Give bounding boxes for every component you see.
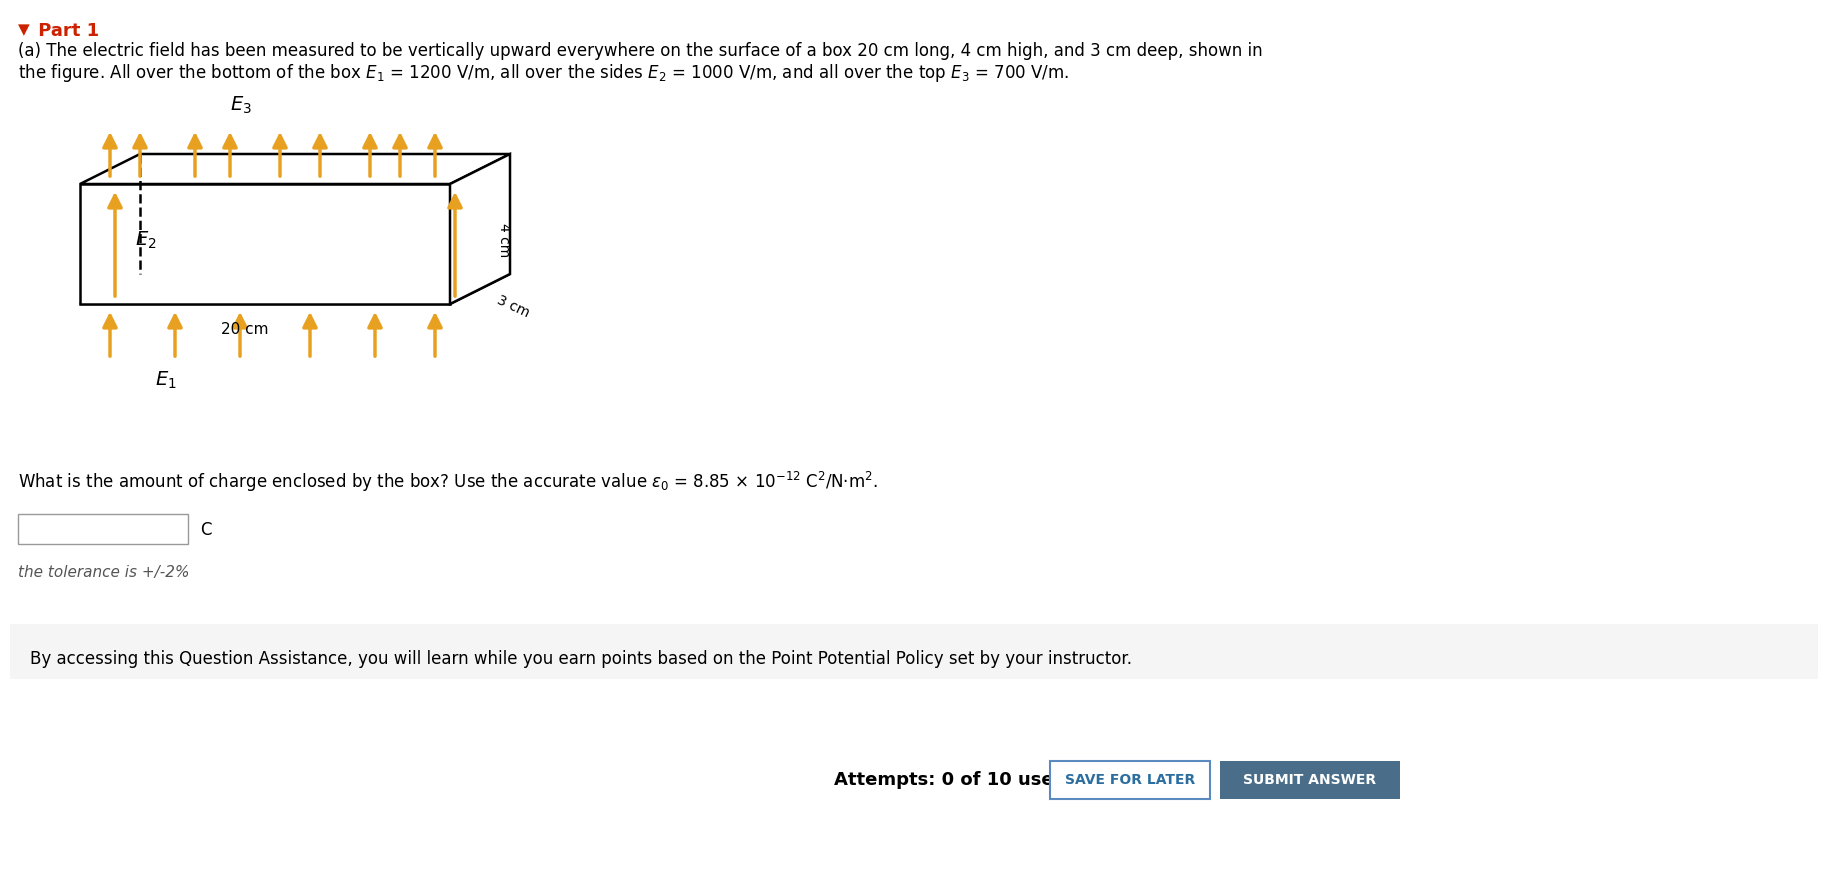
Text: SUBMIT ANSWER: SUBMIT ANSWER [1243, 772, 1376, 786]
Text: ▼: ▼ [18, 22, 29, 37]
Text: SAVE FOR LATER: SAVE FOR LATER [1066, 772, 1196, 786]
Text: C: C [199, 520, 212, 538]
Text: 3 cm: 3 cm [495, 293, 532, 320]
Text: By accessing this Question Assistance, you will learn while you earn points base: By accessing this Question Assistance, y… [29, 649, 1132, 667]
Text: $E_3$: $E_3$ [230, 95, 252, 116]
Text: $E_1$: $E_1$ [155, 369, 177, 391]
Polygon shape [80, 275, 510, 304]
Bar [18, 515, 188, 545]
Polygon shape [80, 185, 450, 304]
Bar [1219, 761, 1400, 799]
Text: What is the amount of charge enclosed by the box? Use the accurate value $\varep: What is the amount of charge enclosed by… [18, 469, 877, 494]
Text: the tolerance is +/-2%: the tolerance is +/-2% [18, 565, 190, 580]
Text: the figure. All over the bottom of the box $E_1$ = 1200 V/m, all over the sides : the figure. All over the bottom of the b… [18, 62, 1069, 84]
Text: (a) The electric field has been measured to be vertically upward everywhere on t: (a) The electric field has been measured… [18, 42, 1263, 60]
Text: Attempts: 0 of 10 used: Attempts: 0 of 10 used [834, 770, 1066, 788]
Text: $E_2$: $E_2$ [135, 229, 157, 250]
Bar [1049, 761, 1210, 799]
Text: 20 cm: 20 cm [221, 322, 269, 337]
Text: 4 cm: 4 cm [497, 223, 512, 257]
Bar [9, 624, 1819, 679]
Text: Part 1: Part 1 [33, 22, 99, 40]
Polygon shape [450, 155, 510, 304]
Polygon shape [80, 155, 510, 185]
